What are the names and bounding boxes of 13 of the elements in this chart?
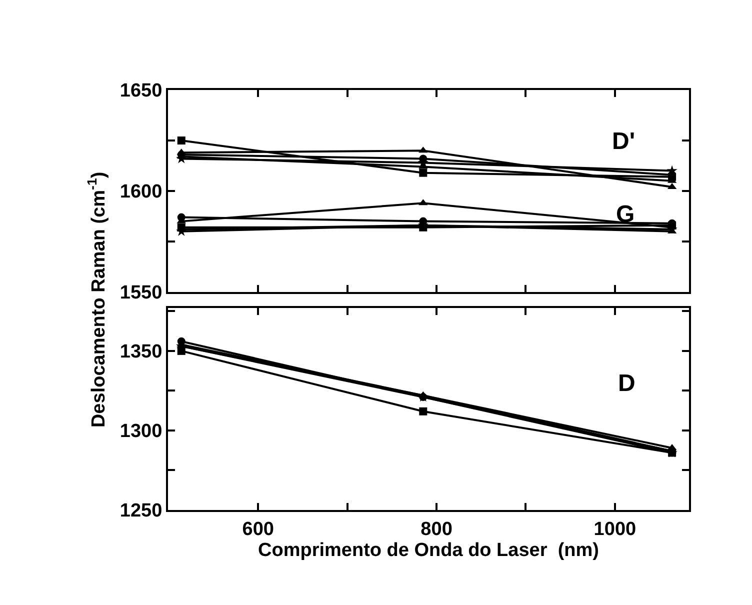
y-tick-label: 1550 <box>120 282 162 304</box>
y-tick-label: 1600 <box>120 182 162 203</box>
y-tick-label: 1650 <box>120 80 162 102</box>
y-tick-label: 1250 <box>120 500 162 522</box>
y-tick-label: 1350 <box>120 342 162 363</box>
x-tick-label: 1000 <box>594 518 636 540</box>
x-axis-title: Comprimento de Onda do Laser (nm) <box>258 540 599 561</box>
x-tick-label: 600 <box>242 518 274 540</box>
y-tick-label: 1300 <box>120 421 162 442</box>
annotation: D' <box>612 128 636 155</box>
x-tick-label: 800 <box>420 518 452 540</box>
annotation: G <box>616 201 635 228</box>
annotation: D <box>618 370 636 397</box>
